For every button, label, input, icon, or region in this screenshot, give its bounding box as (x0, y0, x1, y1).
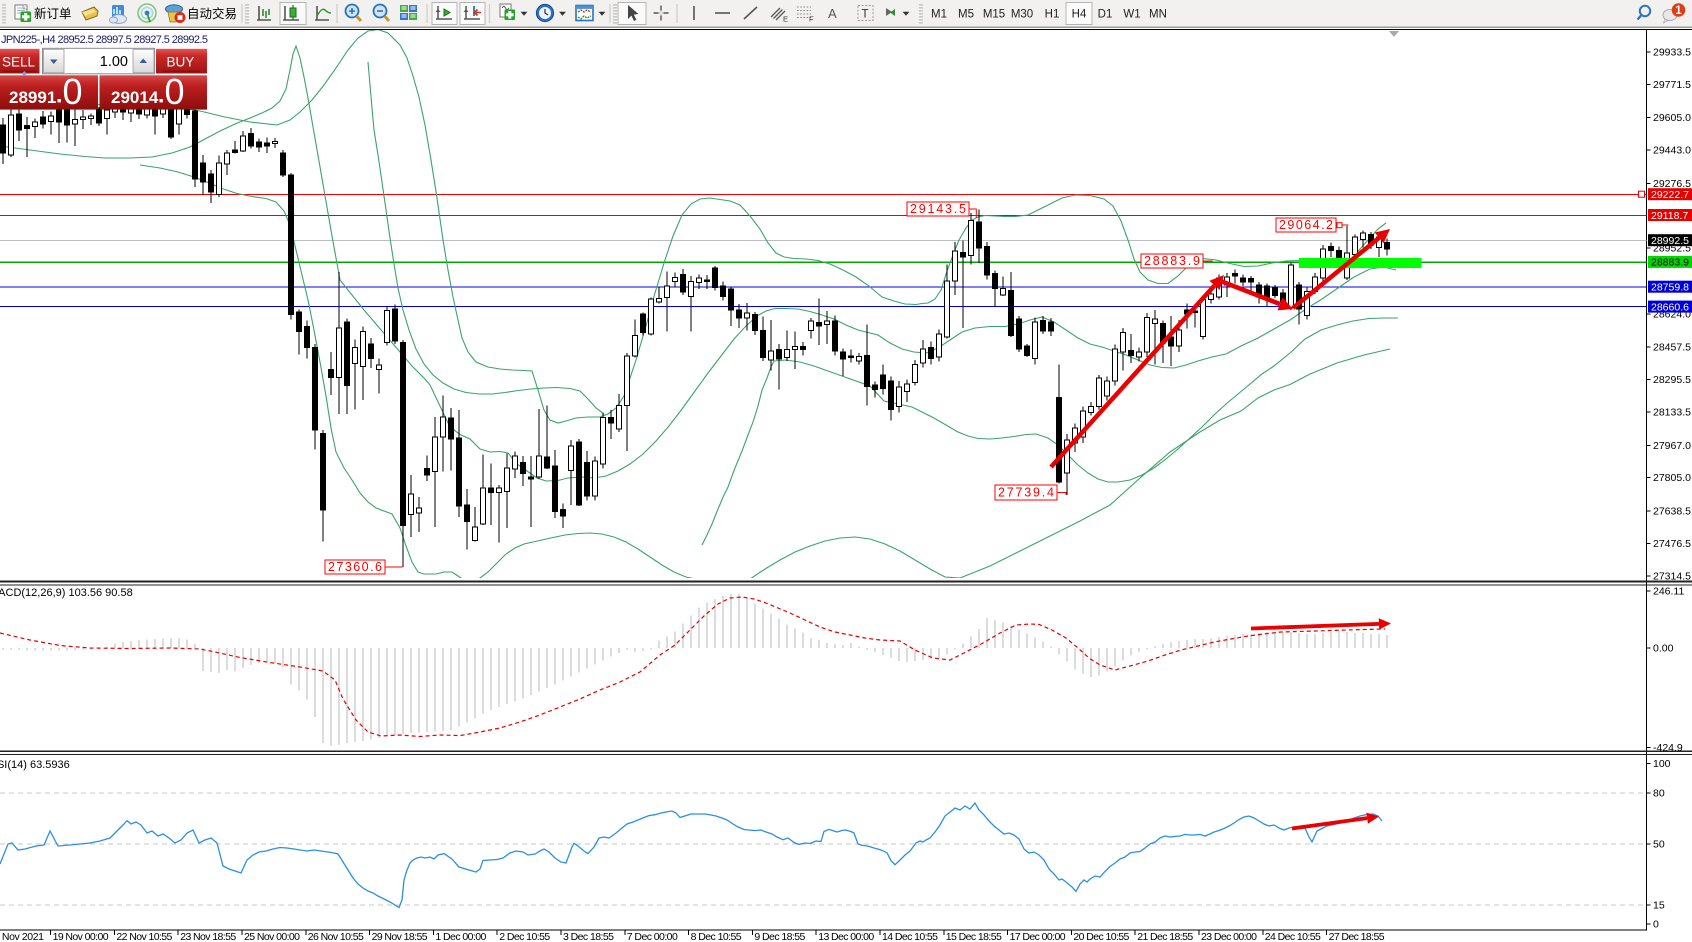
svg-text:JPN225-,H4 28952.5 28997.5 28: JPN225-,H4 28952.5 28997.5 28927.5 28992… (1, 34, 208, 46)
svg-text:8 Dec 10:55: 8 Dec 10:55 (691, 931, 742, 942)
svg-text:-424.9: -424.9 (1653, 742, 1683, 754)
svg-text:27967.0: 27967.0 (1653, 440, 1691, 452)
svg-text:100: 100 (1653, 758, 1671, 770)
svg-text:H4: H4 (1072, 9, 1087, 21)
svg-text:29118.7: 29118.7 (1651, 210, 1688, 222)
svg-text:MN: MN (1149, 9, 1167, 21)
svg-text:0: 0 (63, 71, 83, 112)
svg-text:23 Nov 18:55: 23 Nov 18:55 (180, 931, 236, 942)
svg-text:28295.5: 28295.5 (1653, 374, 1691, 386)
svg-text:28992.5: 28992.5 (1651, 235, 1689, 247)
svg-text:29443.0: 29443.0 (1653, 145, 1691, 157)
svg-text:20 Dec 10:55: 20 Dec 10:55 (1073, 931, 1129, 942)
svg-text:17 Dec 00:00: 17 Dec 00:00 (1010, 931, 1066, 942)
svg-text:D1: D1 (1098, 9, 1113, 21)
svg-text:9 Dec 18:55: 9 Dec 18:55 (754, 931, 805, 942)
svg-text:23 Dec 00:00: 23 Dec 00:00 (1201, 931, 1257, 942)
svg-text:27 Dec 18:55: 27 Dec 18:55 (1329, 931, 1385, 942)
svg-text:T: T (862, 9, 869, 21)
svg-text:2 Dec 10:55: 2 Dec 10:55 (499, 931, 550, 942)
svg-text:27314.5: 27314.5 (1653, 570, 1691, 582)
svg-text:M15: M15 (983, 9, 1005, 21)
svg-text:29771.5: 29771.5 (1653, 79, 1691, 91)
svg-text:28660.6: 28660.6 (1651, 301, 1689, 313)
svg-text:19 Nov 00:00: 19 Nov 00:00 (53, 931, 109, 942)
svg-text:1 Dec 00:00: 1 Dec 00:00 (435, 931, 486, 942)
svg-text:0: 0 (165, 71, 185, 112)
svg-text:28991: 28991 (9, 88, 56, 107)
svg-text:29933.5: 29933.5 (1653, 47, 1691, 59)
svg-text:22 Nov 10:55: 22 Nov 10:55 (116, 931, 172, 942)
svg-text:29276.5: 29276.5 (1653, 178, 1691, 190)
svg-text:25 Nov 00:00: 25 Nov 00:00 (244, 931, 300, 942)
svg-text:0.00: 0.00 (1653, 643, 1674, 655)
svg-text:27805.0: 27805.0 (1653, 472, 1691, 484)
svg-text:1: 1 (1675, 5, 1682, 17)
svg-text:MACD(12,26,9) 103.56 90.58: MACD(12,26,9) 103.56 90.58 (0, 587, 133, 599)
svg-text:27360.6: 27360.6 (328, 560, 382, 574)
svg-text:M5: M5 (958, 9, 974, 21)
svg-text:15 Dec 18:55: 15 Dec 18:55 (946, 931, 1002, 942)
svg-text:246.11: 246.11 (1653, 586, 1684, 598)
svg-text:H1: H1 (1045, 9, 1060, 21)
svg-text:50: 50 (1653, 839, 1665, 851)
svg-text:13 Dec 00:00: 13 Dec 00:00 (818, 931, 874, 942)
svg-text:7 Dec 00:00: 7 Dec 00:00 (627, 931, 678, 942)
svg-text:BUY: BUY (167, 55, 195, 70)
svg-text:F: F (809, 15, 814, 24)
svg-text:1.00: 1.00 (100, 54, 128, 70)
svg-text:28133.5: 28133.5 (1653, 407, 1691, 419)
svg-text:29014: 29014 (111, 88, 159, 107)
svg-text:新订单: 新订单 (34, 6, 72, 21)
svg-text:29605.0: 29605.0 (1653, 112, 1691, 124)
svg-text:E: E (783, 15, 788, 24)
svg-text:15: 15 (1653, 900, 1665, 912)
svg-text:14 Dec 10:55: 14 Dec 10:55 (882, 931, 938, 942)
svg-text:24 Dec 10:55: 24 Dec 10:55 (1265, 931, 1321, 942)
svg-text:W1: W1 (1123, 9, 1140, 21)
svg-text:29 Nov 18:55: 29 Nov 18:55 (372, 931, 428, 942)
svg-text:0: 0 (1653, 919, 1659, 931)
svg-text:RSI(14) 63.5936: RSI(14) 63.5936 (0, 759, 70, 771)
svg-text:80: 80 (1653, 788, 1665, 800)
svg-text:28759.8: 28759.8 (1651, 282, 1689, 294)
svg-text:27638.5: 27638.5 (1653, 506, 1691, 518)
svg-text:自动交易: 自动交易 (187, 6, 237, 21)
svg-text:SELL: SELL (2, 55, 36, 70)
svg-text:A: A (828, 6, 837, 21)
svg-text:28883.9: 28883.9 (1651, 257, 1689, 269)
svg-text:26 Nov 10:55: 26 Nov 10:55 (308, 931, 364, 942)
svg-text:28457.5: 28457.5 (1653, 342, 1691, 354)
svg-text:M30: M30 (1011, 9, 1033, 21)
svg-text:3 Dec 18:55: 3 Dec 18:55 (563, 931, 614, 942)
svg-text:9 Nov 2021: 9 Nov 2021 (0, 931, 44, 942)
svg-text:29222.7: 29222.7 (1651, 189, 1689, 201)
svg-text:29064.2: 29064.2 (1279, 218, 1333, 232)
svg-text:27476.5: 27476.5 (1653, 538, 1691, 550)
svg-text:M1: M1 (931, 9, 947, 21)
svg-text:21 Dec 18:55: 21 Dec 18:55 (1137, 931, 1193, 942)
